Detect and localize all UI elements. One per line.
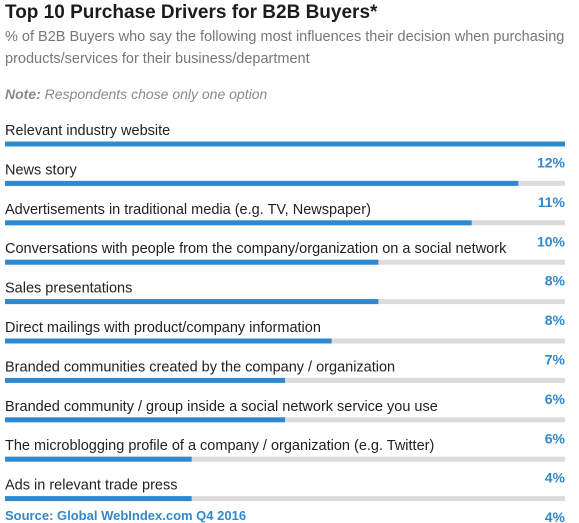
bar — [5, 141, 565, 147]
bar — [5, 220, 472, 226]
value-label: 7% — [545, 352, 566, 368]
category-label: News story — [5, 162, 77, 178]
value-label: 4% — [545, 470, 566, 486]
chart-note: Note: Respondents chose only one option — [5, 86, 267, 102]
bar — [5, 180, 519, 186]
category-label: Ads in relevant trade press — [5, 478, 177, 494]
bar — [5, 259, 379, 265]
source-note: Source: Global WebIndex.com Q4 2016 — [5, 508, 247, 523]
value-label: 4% — [545, 509, 566, 523]
bar — [5, 496, 192, 502]
bar-track — [5, 496, 565, 502]
value-label: 6% — [545, 391, 566, 407]
bar — [5, 417, 285, 423]
value-label: 11% — [538, 194, 566, 210]
category-label: Branded communities created by the compa… — [5, 359, 395, 375]
note-text: Respondents chose only one option — [44, 86, 268, 102]
category-label: Sales presentations — [5, 281, 132, 297]
chart-title: Top 10 Purchase Drivers for B2B Buyers* — [5, 2, 378, 23]
bar — [5, 377, 285, 383]
note-label: Note: — [5, 86, 41, 102]
chart-subtitle: % of B2B Buyers who say the following mo… — [5, 29, 565, 67]
value-label: 12% — [537, 155, 566, 171]
category-label: The microblogging profile of a company /… — [5, 438, 434, 454]
bar-track — [5, 456, 565, 462]
bar — [5, 338, 332, 344]
value-label: 8% — [545, 312, 566, 328]
value-label: 6% — [545, 430, 566, 446]
category-label: Branded community / group inside a socia… — [5, 399, 438, 415]
category-label: Advertisements in traditional media (e.g… — [5, 202, 371, 218]
value-label: 8% — [545, 273, 566, 289]
category-label: Conversations with people from the compa… — [5, 241, 507, 257]
value-label: 10% — [537, 233, 566, 249]
bar — [5, 456, 192, 462]
category-label: Direct mailings with product/company inf… — [5, 320, 321, 336]
bar — [5, 299, 379, 305]
category-label: Relevant industry website — [5, 123, 170, 139]
